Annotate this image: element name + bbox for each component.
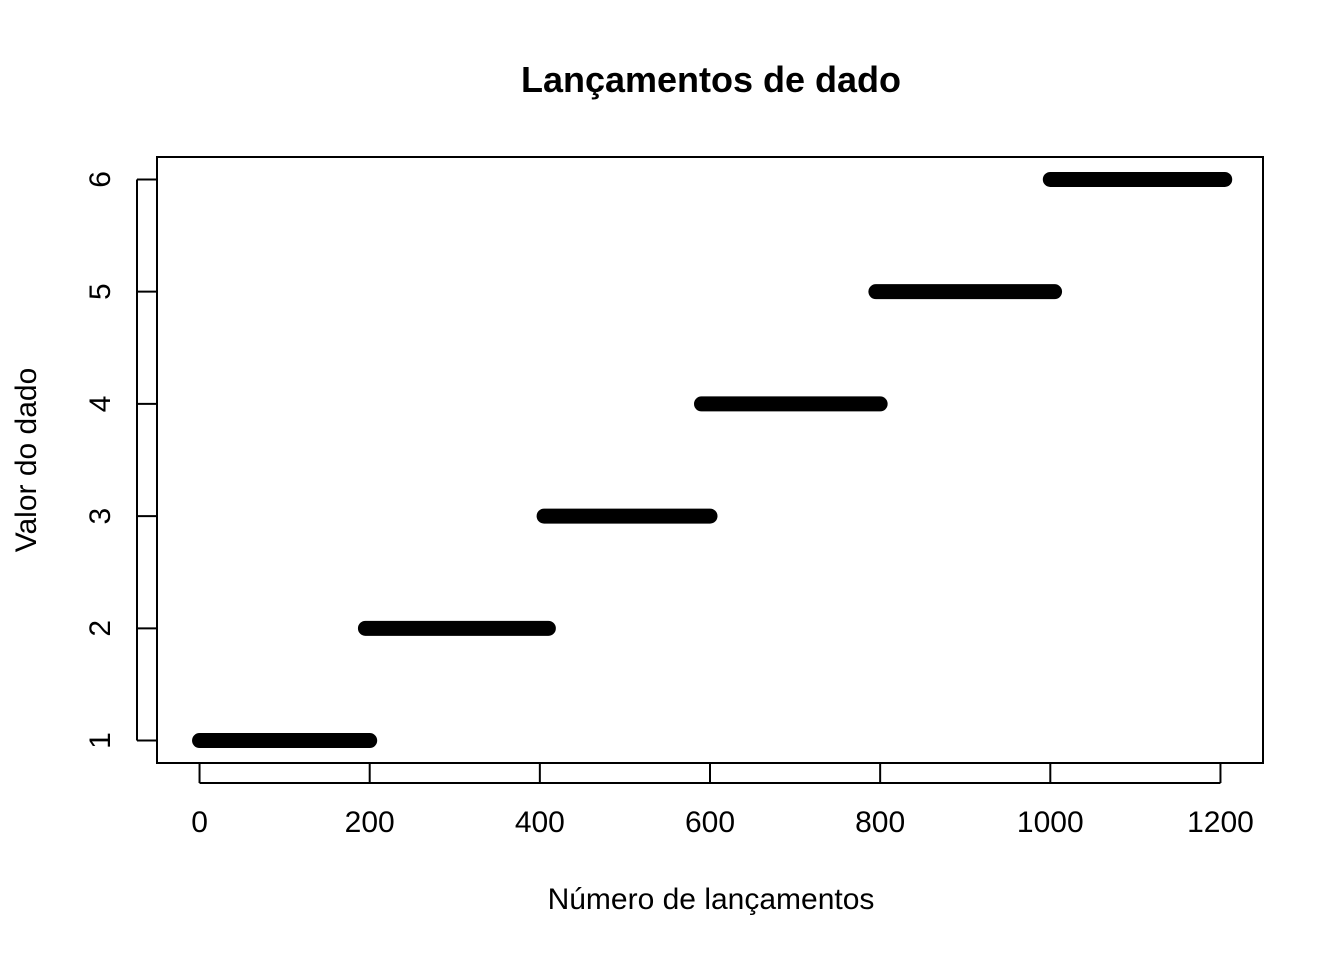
y-tick-label: 1 <box>84 732 117 749</box>
y-tick-label: 2 <box>84 620 117 637</box>
x-tick-label: 800 <box>855 806 905 839</box>
x-tick-label: 1000 <box>1017 806 1084 839</box>
y-tick-label: 6 <box>84 171 117 188</box>
x-tick-label: 400 <box>515 806 565 839</box>
y-axis-label: Valor do dado <box>10 368 43 553</box>
x-tick-label: 600 <box>685 806 735 839</box>
y-tick-label: 4 <box>84 396 117 413</box>
y-axis: 1 2 3 4 5 6 <box>84 171 157 749</box>
y-tick-label: 3 <box>84 508 117 525</box>
data-marks <box>192 171 1233 749</box>
x-tick-label: 0 <box>191 806 208 839</box>
x-tick-label: 1200 <box>1187 806 1254 839</box>
y-tick-label: 5 <box>84 283 117 300</box>
x-tick-label: 200 <box>345 806 395 839</box>
plot-frame <box>156 156 1264 764</box>
x-axis: 0 200 400 600 800 1000 1200 <box>191 762 1254 839</box>
chart-title: Lançamentos de dado <box>521 59 901 100</box>
x-axis-label: Número de lançamentos <box>548 883 875 916</box>
